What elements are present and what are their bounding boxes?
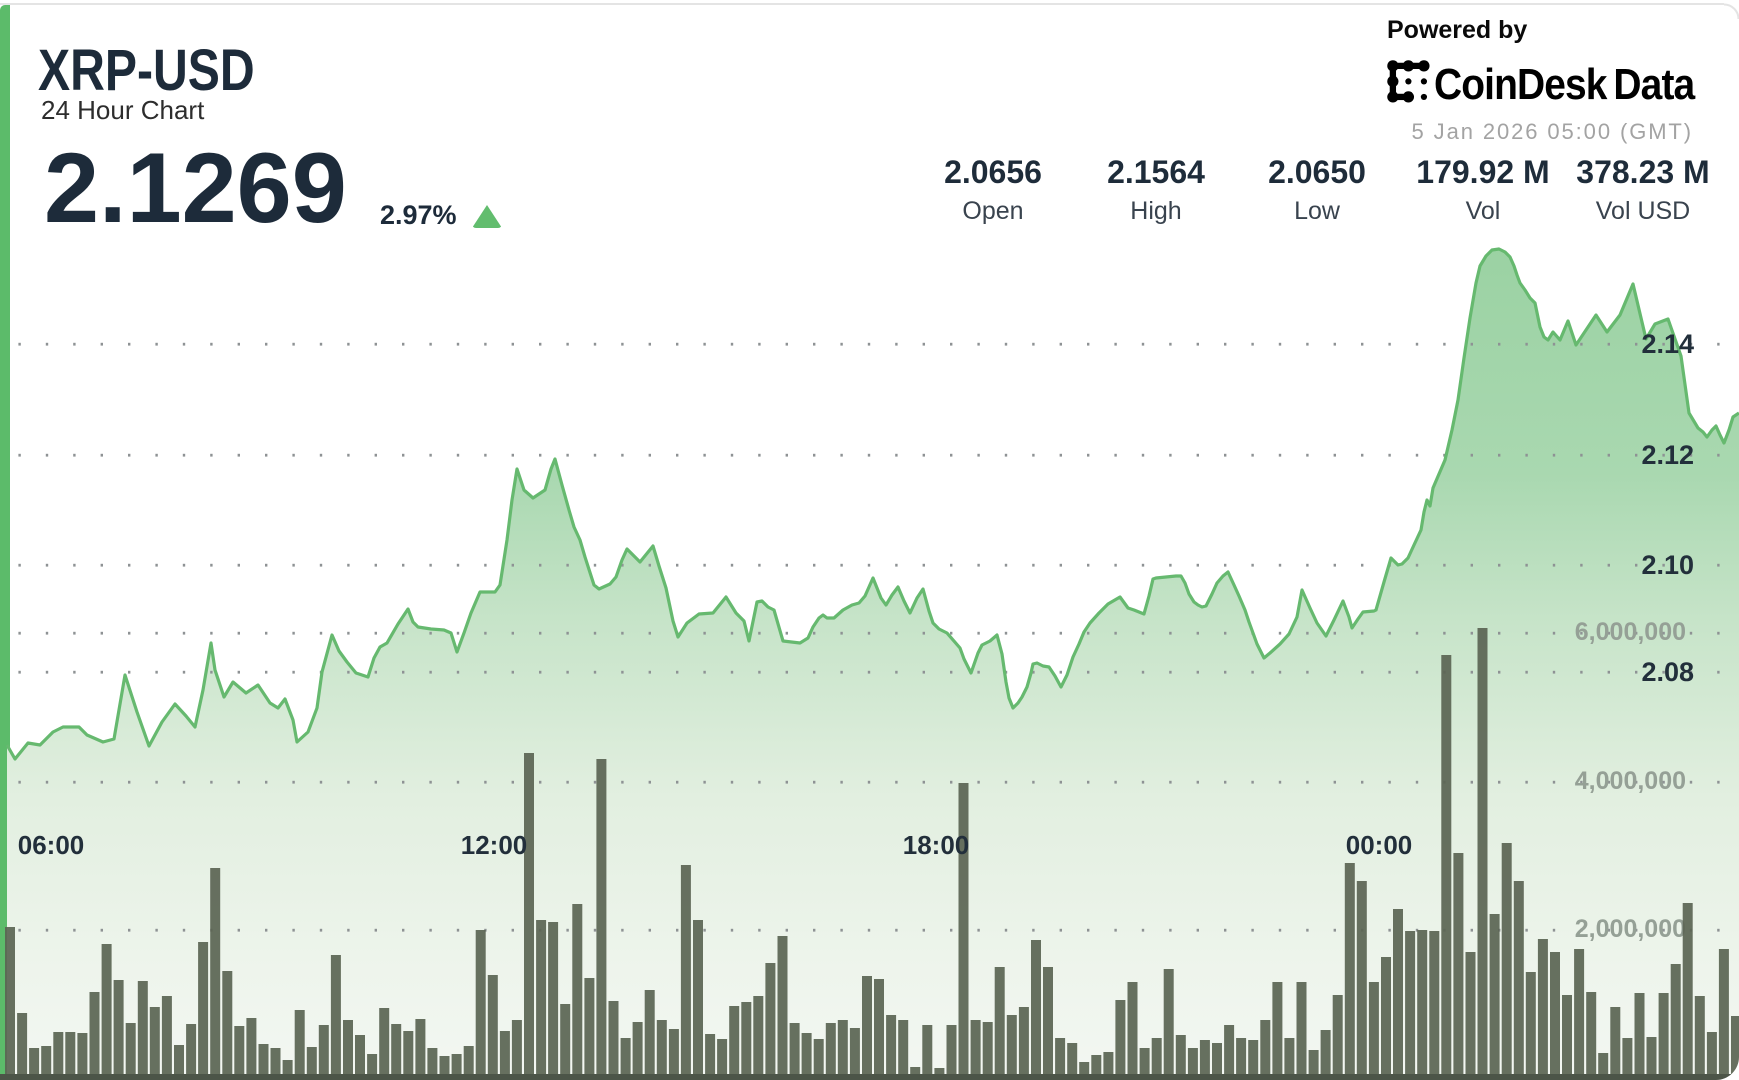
svg-text:2.14: 2.14: [1641, 329, 1694, 359]
svg-text:2.12: 2.12: [1641, 440, 1694, 470]
svg-text:6,000,000: 6,000,000: [1575, 618, 1686, 646]
svg-text:2.08: 2.08: [1641, 657, 1694, 687]
svg-text:00:00: 00:00: [1346, 830, 1413, 860]
svg-text:06:00: 06:00: [18, 830, 85, 860]
svg-text:2.10: 2.10: [1641, 550, 1694, 580]
svg-text:18:00: 18:00: [903, 830, 970, 860]
svg-text:4,000,000: 4,000,000: [1575, 767, 1686, 795]
svg-text:12:00: 12:00: [461, 830, 528, 860]
svg-text:2,000,000: 2,000,000: [1575, 915, 1686, 943]
